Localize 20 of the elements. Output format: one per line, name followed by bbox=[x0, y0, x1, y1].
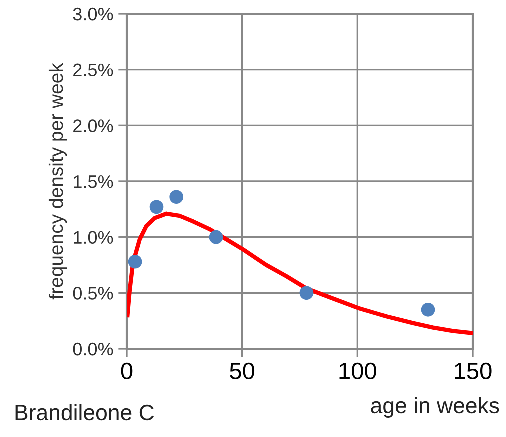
y-tick-label: 2.5% bbox=[74, 64, 114, 77]
y-tick-label: 3.0% bbox=[73, 8, 114, 21]
text: Brandileone C bbox=[16, 404, 154, 421]
x-axis-title: age in weeks bbox=[371, 397, 500, 418]
y-tick-label: 1.0% bbox=[74, 231, 114, 244]
point bbox=[128, 254, 142, 269]
point bbox=[300, 286, 314, 300]
y-axis-title: frequency density per week bbox=[48, 63, 68, 300]
point bbox=[170, 190, 184, 204]
y-tick-label: 0.0% bbox=[73, 342, 114, 356]
x-tick-label: 150 bbox=[455, 362, 492, 380]
x-tick-label: 100 bbox=[340, 362, 376, 380]
point bbox=[150, 200, 164, 214]
y-tick-label: 2.0% bbox=[74, 120, 114, 132]
y-tick-label: 0.5% bbox=[73, 287, 114, 300]
point bbox=[209, 230, 224, 244]
y-tick-label: 1.5% bbox=[74, 176, 114, 188]
x-tick-label: 0 bbox=[121, 362, 133, 380]
point bbox=[421, 303, 436, 317]
x-tick-label: 50 bbox=[230, 362, 255, 380]
